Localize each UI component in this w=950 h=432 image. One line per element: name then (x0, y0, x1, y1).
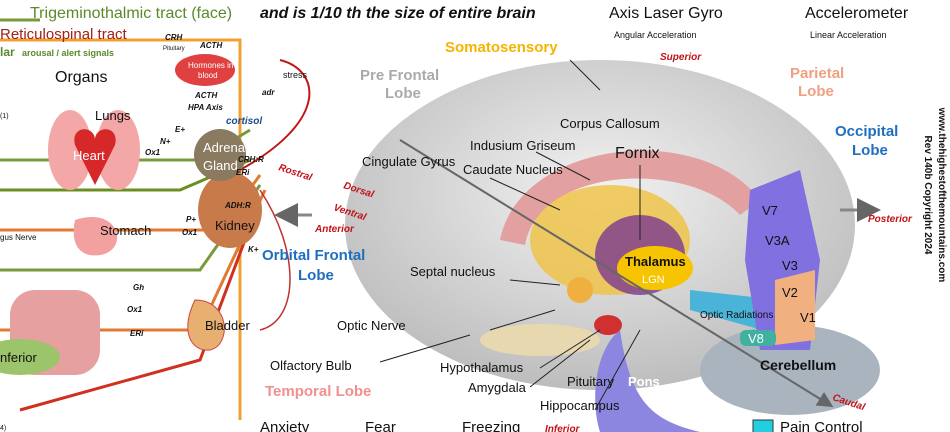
lobe-label: Orbital Frontal (262, 247, 365, 264)
brain-label: Cingulate Gyrus (362, 154, 456, 169)
hormone-tag: Gh (133, 283, 144, 292)
septal-shape (567, 277, 593, 303)
organ-label: Stomach (100, 223, 151, 238)
visual-area: V1 (800, 310, 816, 325)
direction-label: Posterior (868, 214, 913, 225)
hypothalamus-shape (594, 315, 622, 335)
direction-label: Superior (660, 52, 702, 63)
brain-label: Hippocampus (540, 398, 620, 413)
visual-area: V8 (748, 331, 764, 346)
hormone-tag: ACTH (194, 91, 217, 100)
direction-label: Rostral (277, 162, 313, 183)
hormone-tag: HPA Axis (188, 103, 223, 112)
hormone-tag: Pituitary (163, 46, 185, 52)
lobe-label: Lobe (298, 267, 334, 284)
brain-label: Corpus Callosum (560, 116, 660, 131)
organ-label: Heart (73, 148, 105, 163)
tract-label: Trigeminothalmic tract (face) (30, 5, 232, 22)
accel-sub: Linear Acceleration (810, 30, 887, 40)
brain-note: and is 1/10 th the size of entire brain (260, 5, 536, 22)
note: (1) (0, 113, 9, 120)
hormone-tag: ADH:R (224, 201, 251, 210)
hormone-tag: blood (198, 71, 218, 80)
organ-label: Gland (203, 158, 238, 173)
brain-label: Indusium Griseum (470, 138, 575, 153)
lobe-label: Lobe (385, 85, 421, 102)
lobe-label: Lobe (798, 83, 834, 100)
hormone-tag: Hormones in (188, 61, 233, 70)
note: 4) (0, 425, 6, 432)
brain-label: Thalamus (625, 254, 686, 269)
visual-area: V7 (762, 203, 778, 218)
hormone-tag: N+ (160, 137, 171, 146)
brain-label: Caudate Nucleus (463, 162, 563, 177)
hormone-tag: Ox1 (127, 305, 143, 314)
brain-label: Fornix (615, 145, 659, 162)
hormone-tag: CRH (165, 33, 183, 42)
organ-label: Kidney (215, 218, 255, 233)
visual-area: V3A (765, 233, 790, 248)
organs-title: Organs (55, 69, 107, 86)
organ-label: Adrena (203, 140, 246, 155)
hormone-tag: ERi (130, 329, 144, 338)
brain-label: Septal nucleus (410, 264, 496, 279)
gyro-sub: Angular Acceleration (614, 30, 697, 40)
pain-swatch (753, 420, 773, 432)
organ-label: gus Nerve (0, 233, 37, 242)
website: www.thehighestofthemountains.com (936, 107, 947, 283)
brain-label: Optic Nerve (337, 318, 406, 333)
gyro-label: Axis Laser Gyro (609, 5, 723, 22)
brain-label: Pons (628, 374, 660, 389)
blood-drop (175, 54, 235, 86)
brain-label: Pituitary (567, 374, 614, 389)
hormone-tag: adr (262, 88, 275, 97)
accel-label: Accelerometer (805, 5, 909, 22)
hormone-tag: CRH:R (238, 155, 264, 164)
lobe-label: Occipital (835, 123, 898, 140)
arousal-label: arousal / alert signals (22, 48, 114, 58)
brain-label: Olfactory Bulb (270, 358, 352, 373)
legend-label: Fear (365, 419, 396, 432)
hormone-tag: Ox1 (145, 148, 161, 157)
v1-area (775, 270, 815, 345)
legend-label: Freezing (462, 419, 520, 432)
hormone-tag: S- (40, 387, 48, 396)
brain-label: Amygdala (468, 380, 527, 395)
organ-label: nferior (0, 350, 38, 365)
lobe-label: Parietal (790, 65, 844, 82)
diagram: Trigeminothalmic tract (face) Reticulosp… (0, 0, 950, 432)
kidney-shape (198, 172, 262, 248)
direction-label: Anterior (314, 224, 355, 235)
lobe-label: Pre Frontal (360, 67, 439, 84)
brain-label: LGN (642, 274, 665, 286)
tract-label: Reticulospinal tract (0, 26, 128, 43)
brain-label: Hypothalamus (440, 360, 524, 375)
brain-label: Optic Radiations (700, 310, 773, 321)
legend-label: Pain Control (780, 419, 863, 432)
olfactory-shape (480, 324, 600, 356)
lobe-label: Somatosensory (445, 39, 558, 56)
copyright: Rev 140b Copyright 2024 (922, 136, 933, 255)
legend-label: Anxiety (260, 419, 310, 432)
organ-label: Bladder (205, 318, 250, 333)
organ-label: Lungs (95, 108, 131, 123)
lobe-label: Temporal Lobe (265, 383, 371, 400)
hormone-tag: cortisol (226, 116, 262, 127)
hormone-tag: E+ (175, 125, 185, 134)
lobe-label: Lobe (852, 142, 888, 159)
visual-area: V2 (782, 285, 798, 300)
tract-label: lar (0, 45, 15, 59)
hormone-tag: ERi (236, 168, 250, 177)
hormone-tag: Ox1 (182, 228, 198, 237)
brain-label: Cerebellum (760, 357, 836, 373)
hormone-tag: K+ (248, 245, 259, 254)
visual-area: V3 (782, 258, 798, 273)
hormone-tag: P+ (186, 215, 196, 224)
hormone-tag: stress (283, 70, 308, 80)
direction-label: Inferior (545, 424, 581, 432)
hormone-tag: ACTH (199, 41, 222, 50)
